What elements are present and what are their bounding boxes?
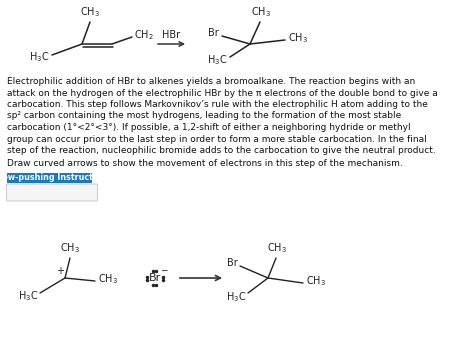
- Text: Electrophilic addition of HBr to alkenes yields a bromoalkane. The reaction begi: Electrophilic addition of HBr to alkenes…: [7, 77, 415, 86]
- Text: CH$_3$: CH$_3$: [60, 241, 80, 255]
- Text: Br: Br: [149, 273, 161, 283]
- Text: H$_3$C: H$_3$C: [28, 50, 49, 64]
- Text: step of the reaction, nucleophilic bromide adds to the carbocation to give the n: step of the reaction, nucleophilic bromi…: [7, 146, 436, 155]
- Text: CH$_3$: CH$_3$: [288, 31, 308, 45]
- Text: H$_3$C: H$_3$C: [207, 53, 227, 67]
- Text: group can occur prior to the last step in order to form a more stable carbocatio: group can occur prior to the last step i…: [7, 134, 427, 144]
- Text: H$_3$C: H$_3$C: [18, 289, 38, 303]
- Text: +: +: [56, 266, 64, 276]
- Text: CH$_3$: CH$_3$: [267, 241, 287, 255]
- Text: CH$_3$: CH$_3$: [98, 272, 118, 286]
- Text: CH$_3$: CH$_3$: [80, 5, 100, 19]
- Text: CH$_3$: CH$_3$: [306, 274, 326, 288]
- Text: attack on the hydrogen of the electrophilic HBr by the π electrons of the double: attack on the hydrogen of the electrophi…: [7, 89, 438, 97]
- Text: −: −: [160, 266, 168, 275]
- FancyBboxPatch shape: [7, 184, 98, 201]
- Text: HBr: HBr: [162, 30, 180, 40]
- Text: CH$_3$: CH$_3$: [251, 5, 271, 19]
- Text: Arrow-pushing Instructions: Arrow-pushing Instructions: [0, 173, 111, 182]
- Text: CH$_2$: CH$_2$: [134, 28, 154, 42]
- Text: carbocation. This step follows Markovnikov’s rule with the electrophilic H atom : carbocation. This step follows Markovnik…: [7, 100, 428, 109]
- FancyBboxPatch shape: [7, 173, 92, 183]
- Text: Br: Br: [227, 258, 238, 268]
- Text: Br: Br: [208, 28, 219, 38]
- Text: ×: ×: [62, 186, 72, 199]
- Text: sp² carbon containing the most hydrogens, leading to the formation of the most s: sp² carbon containing the most hydrogens…: [7, 112, 401, 121]
- Text: Draw curved arrows to show the movement of electrons in this step of the mechani: Draw curved arrows to show the movement …: [7, 158, 403, 167]
- Text: carbocation (1°<2°<3°). If possible, a 1,2-shift of either a neighboring hydride: carbocation (1°<2°<3°). If possible, a 1…: [7, 123, 410, 132]
- Text: H$_3$C: H$_3$C: [226, 290, 246, 304]
